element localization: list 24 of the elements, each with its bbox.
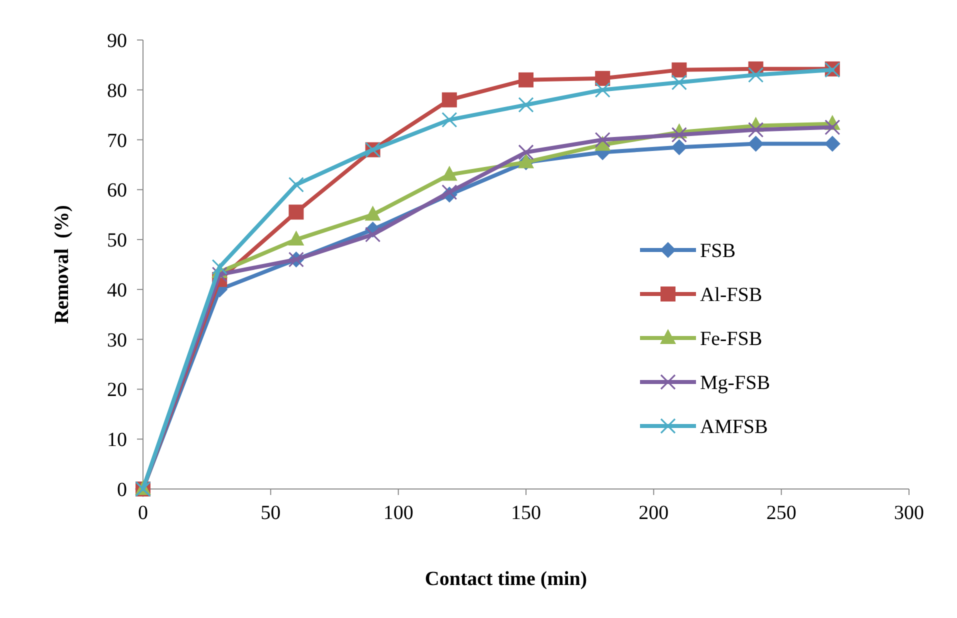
x-tick-label: 300: [894, 502, 924, 524]
x-tick-label: 100: [383, 502, 414, 524]
legend-label: Al-FSB: [700, 284, 762, 306]
x-tick-label: 150: [511, 502, 541, 524]
x-tick-label: 50: [260, 502, 281, 524]
y-tick-label: 80: [107, 80, 127, 102]
y-axis-title: Removal (%): [51, 205, 73, 324]
y-tick-label: 90: [107, 30, 127, 52]
y-tick-label: 10: [107, 429, 127, 452]
legend-label: Fe-FSB: [700, 328, 762, 350]
x-tick-label: 200: [638, 502, 669, 524]
y-tick-label: 70: [107, 130, 127, 152]
legend-label: Mg-FSB: [700, 372, 770, 394]
legend-label: AMFSB: [700, 416, 768, 438]
y-tick-label: 40: [107, 279, 127, 302]
y-tick-label: 20: [107, 379, 127, 402]
y-tick-label: 30: [107, 329, 127, 352]
legend-label: FSB: [700, 240, 736, 262]
y-tick-label: 60: [107, 180, 127, 202]
x-tick-label: 250: [766, 502, 796, 524]
x-axis-title: Contact time (min): [424, 568, 588, 590]
y-tick-label: 0: [117, 479, 127, 501]
y-tick-label: 50: [107, 230, 127, 252]
x-tick-label: 0: [138, 502, 148, 524]
